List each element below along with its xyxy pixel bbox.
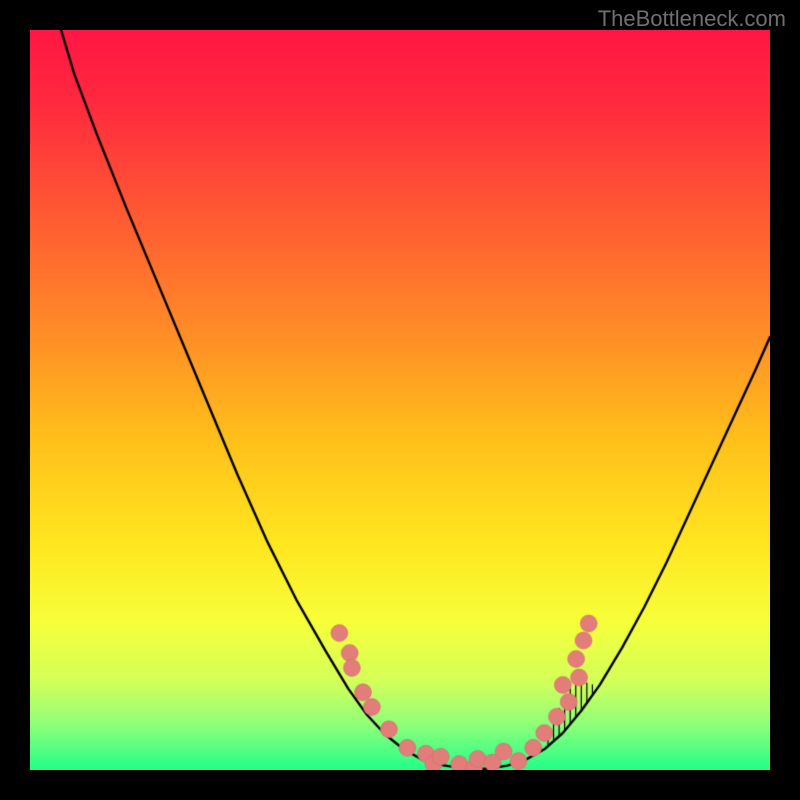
valley-chart-canvas	[30, 30, 770, 770]
chart-container: TheBottleneck.com	[0, 0, 800, 800]
watermark-text: TheBottleneck.com	[598, 6, 786, 32]
